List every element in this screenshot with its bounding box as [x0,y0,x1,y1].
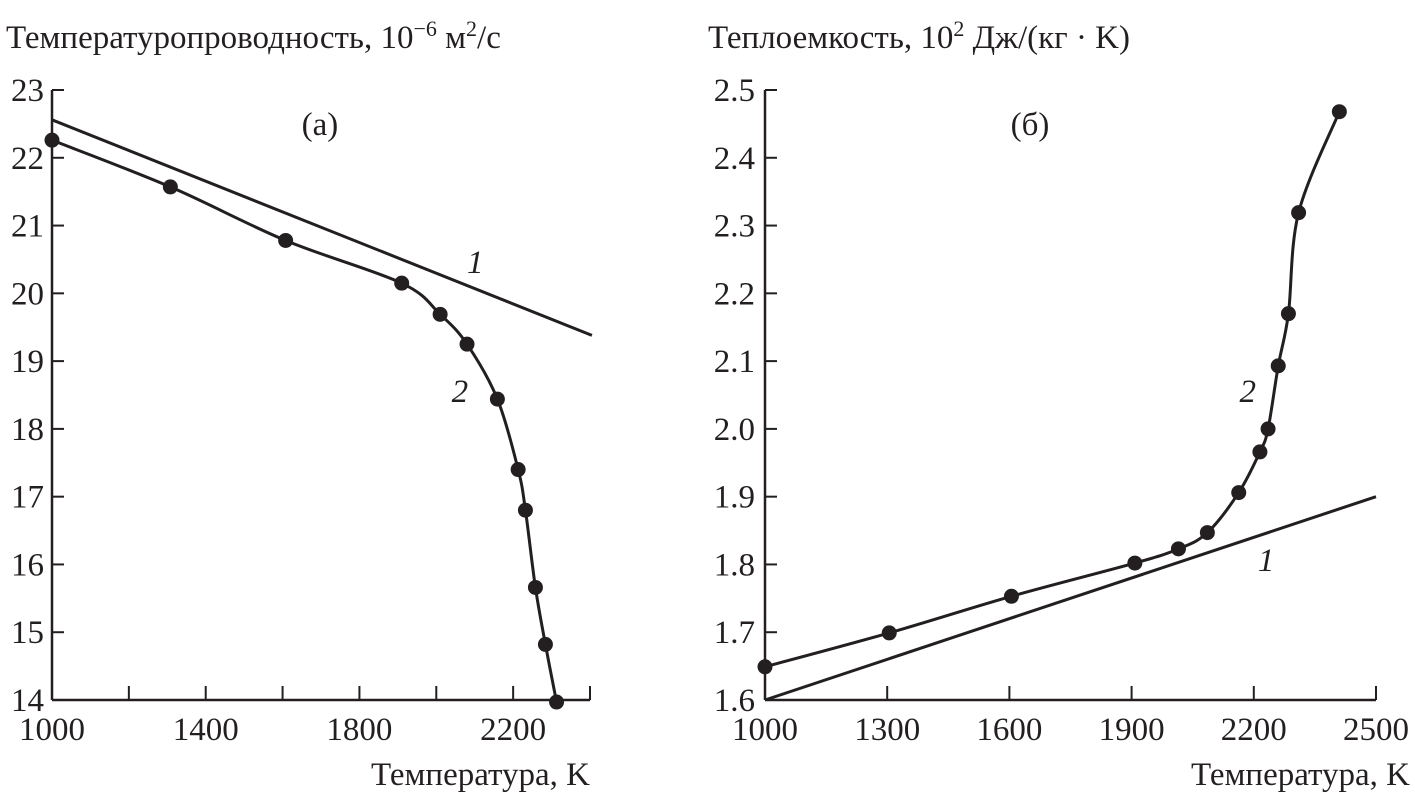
data-point [537,636,553,652]
y-tick-label: 1.8 [714,547,755,583]
panel-label: (б) [1011,107,1050,143]
data-point [162,179,178,195]
y-tick-label: 17 [11,480,44,516]
data-point [1280,306,1296,322]
y-axis-title-part: /с [477,20,501,56]
y-axis-title-part: Теплоемкость, 10 [708,20,953,56]
y-tick-label: 2.0 [714,412,755,448]
y-axis-title-part: м [437,20,466,56]
y-tick-label: 1.7 [714,615,755,651]
x-axis-title: Температура, K [371,757,590,793]
series-label: 2 [452,374,469,410]
x-tick-label: 1000 [732,712,798,748]
y-tick-label: 19 [11,344,44,380]
x-tick-label: 1900 [1099,712,1165,748]
y-axis-title-part: Температуропроводность, 10 [6,20,413,56]
y-tick-label: 2.4 [714,141,755,177]
data-point [1003,588,1019,604]
series-label: 1 [467,245,484,281]
y-tick-label: 18 [11,412,44,448]
y-tick-label: 16 [11,547,44,583]
data-point [527,579,543,595]
data-point [510,462,526,478]
y-axis-title-part: 2 [466,16,477,41]
data-point [1170,541,1186,557]
series-label: 2 [1240,374,1257,410]
x-tick-label: 1300 [854,712,920,748]
data-point [881,625,897,641]
panel-label: (а) [302,107,339,143]
data-point [394,275,410,291]
data-point [489,391,505,407]
data-point [1231,485,1247,501]
y-axis-title: Теплоемкость, 102 Дж/(кг · K) [708,16,1130,57]
data-point [1252,444,1268,460]
x-tick-label: 1400 [173,712,239,748]
y-tick-label: 20 [11,276,44,312]
y-tick-label: 15 [11,615,44,651]
y-tick-label: 2.1 [714,344,755,380]
y-tick-label: 21 [11,209,44,245]
x-tick-label: 2500 [1343,712,1409,748]
y-axis-title-part: −6 [413,16,436,41]
y-tick-label: 23 [11,73,44,109]
y-axis-title-part: 2 [953,16,964,41]
series-1-line [764,495,1377,702]
panel-a: Температуропроводность, 10−6 м2/с1415161… [6,16,593,793]
series-1-line [51,118,593,337]
data-point [517,502,533,518]
series-2-curve [764,111,1341,669]
data-point [1331,104,1347,120]
data-point [432,306,448,322]
y-tick-label: 2.2 [714,276,755,312]
x-tick-label: 2200 [1221,712,1287,748]
series-label: 1 [1258,543,1275,579]
y-tick-label: 1.9 [714,480,755,516]
y-tick-label: 1.6 [714,683,755,719]
data-point [757,659,773,675]
x-axis-title: Температура, K [1191,757,1410,793]
x-tick-label: 1600 [976,712,1042,748]
data-point [1199,525,1215,541]
data-point [1127,555,1143,571]
panel-b: Теплоемкость, 102 Дж/(кг · K)1.61.71.81.… [708,16,1410,794]
data-point [278,232,294,248]
data-point [1270,358,1286,374]
y-tick-label: 2.3 [714,209,755,245]
series-2-curve [51,138,559,703]
data-point [459,336,475,352]
data-point [1260,421,1276,437]
x-tick-label: 2200 [480,712,546,748]
y-tick-label: 14 [11,683,44,719]
y-tick-label: 22 [11,141,44,177]
y-tick-label: 2.5 [714,73,755,109]
y-axis-title-part: Дж/(кг · K) [964,20,1130,56]
x-tick-label: 1000 [19,712,85,748]
data-point [1291,205,1307,221]
data-point [44,132,60,148]
x-tick-label: 1800 [326,712,392,748]
data-point [549,694,565,710]
y-axis-title: Температуропроводность, 10−6 м2/с [6,16,501,57]
